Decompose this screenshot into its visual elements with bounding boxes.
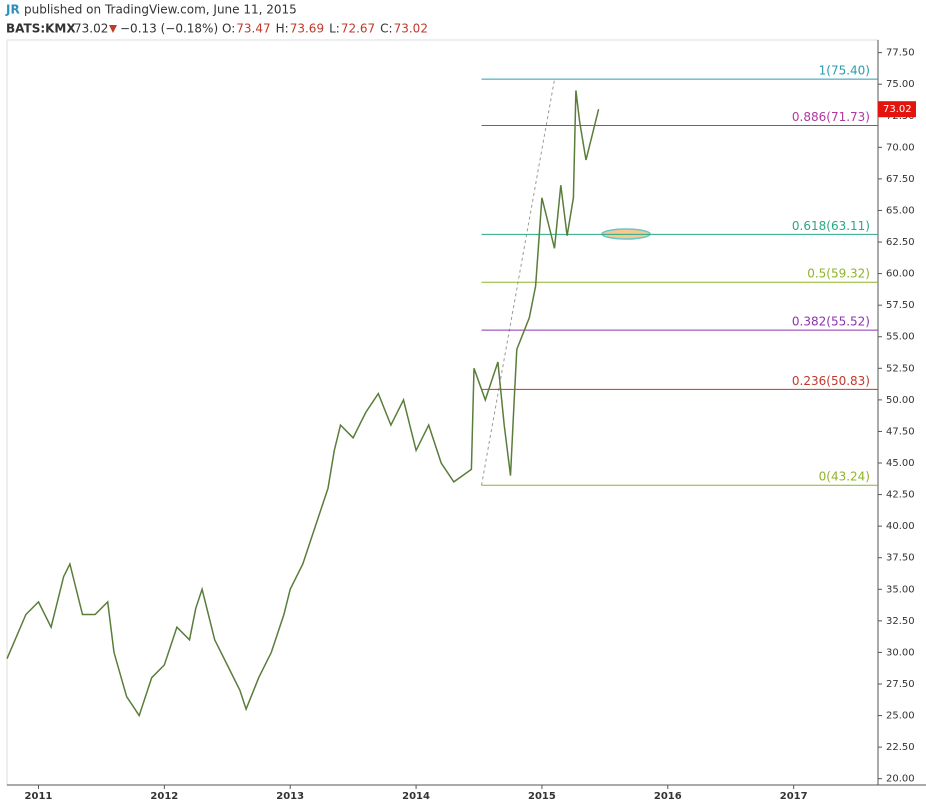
x-tick-label: 2012: [150, 791, 178, 802]
ohlc-label: O:: [222, 22, 235, 36]
fib-label: 0.5(59.32): [807, 267, 870, 281]
ohlc: O: 73.47 H: 73.69 L: 72.67 C: 73.02: [222, 22, 428, 36]
y-tick-label: 37.50: [886, 553, 915, 564]
symbol: BATS:KMX: [6, 22, 76, 36]
x-tick-label: 2013: [276, 791, 304, 802]
y-tick-label: 40.00: [886, 521, 915, 532]
author[interactable]: JR: [5, 3, 20, 17]
y-tick-label: 60.00: [886, 269, 915, 280]
plot-frame: [6, 39, 879, 786]
ohlc-value: 73.02: [394, 22, 428, 36]
x-tick-label: 2017: [780, 791, 808, 802]
x-tick-label: 2016: [654, 791, 682, 802]
x-tick-label: 2011: [25, 791, 53, 802]
y-tick-label: 77.50: [886, 48, 915, 59]
ohlc-value: 73.47: [236, 22, 270, 36]
y-tick-label: 70.00: [886, 142, 915, 153]
ohlc-value: 72.67: [341, 22, 375, 36]
ohlc-label: C:: [380, 22, 392, 36]
price-tag-label: 73.02: [883, 104, 912, 115]
fib-label: 0(43.24): [819, 470, 870, 484]
y-tick-label: 35.00: [886, 584, 915, 595]
y-tick-label: 32.50: [886, 616, 915, 627]
fib-label: 0.382(55.52): [792, 315, 870, 329]
price-tag: [878, 101, 916, 118]
ohlc-label: H:: [276, 22, 289, 36]
y-tick-label: 25.00: [886, 711, 915, 722]
y-tick-label: 55.00: [886, 332, 915, 343]
y-tick-label: 50.00: [886, 395, 915, 406]
y-tick-label: 42.50: [886, 490, 915, 501]
fib-label: 0.886(71.73): [792, 110, 870, 124]
fib-label: 0.618(63.11): [792, 219, 870, 233]
y-tick-label: 62.50: [886, 237, 915, 248]
last-price: 73.02: [74, 22, 108, 36]
x-tick-label: 2015: [528, 791, 556, 802]
ohlc-label: L:: [329, 22, 340, 36]
y-tick-label: 65.00: [886, 205, 915, 216]
published: published on TradingView.com, June 11, 2…: [24, 3, 297, 17]
y-tick-label: 30.00: [886, 647, 915, 658]
y-tick-label: 52.50: [886, 363, 915, 374]
y-tick-label: 20.00: [886, 774, 915, 785]
fib-label: 1(75.40): [819, 64, 870, 78]
y-tick-label: 57.50: [886, 300, 915, 311]
y-tick-label: 75.00: [886, 79, 915, 90]
down-arrow: [109, 25, 117, 33]
y-tick-label: 27.50: [886, 679, 915, 690]
x-tick-label: 2014: [402, 791, 430, 802]
price-line: [6, 90, 600, 718]
fib-label: 0.236(50.83): [792, 374, 870, 388]
ohlc-value: 73.69: [290, 22, 324, 36]
y-tick-label: 47.50: [886, 426, 915, 437]
y-tick-label: 67.50: [886, 174, 915, 185]
change: −0.13 (−0.18%): [120, 22, 218, 36]
y-tick-label: 45.00: [886, 458, 915, 469]
y-tick-label: 22.50: [886, 742, 915, 753]
